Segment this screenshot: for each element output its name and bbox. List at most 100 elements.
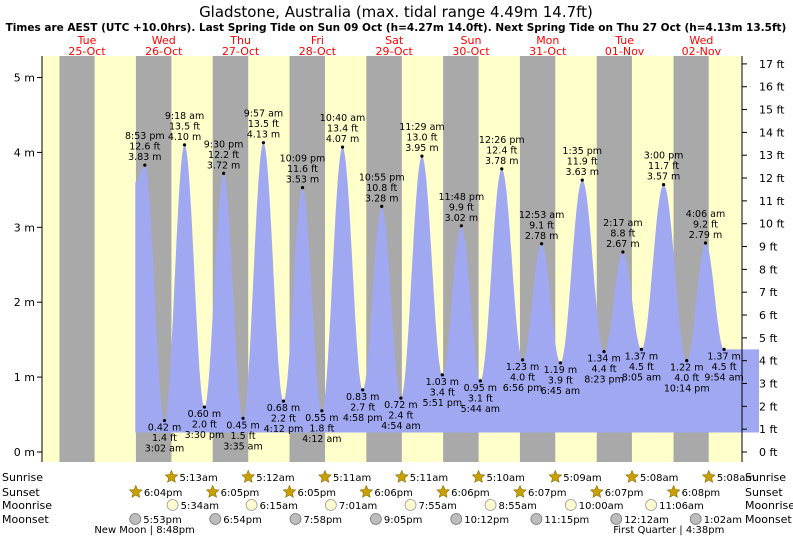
- low-tide-label: 3.4 ft: [430, 387, 455, 398]
- moonset-time-label: 9:05pm: [384, 515, 423, 526]
- low-tide-label: 2.2 ft: [271, 414, 296, 425]
- high-tide-label: 13.5 ft: [248, 119, 279, 130]
- y-tick-label-ft: 11 ft: [759, 195, 785, 208]
- day-name-label: Fri: [311, 34, 324, 47]
- high-tide-label: 12:53 am: [519, 210, 564, 221]
- sun-icon: [513, 484, 527, 498]
- chart-title: Gladstone, Australia (max. tidal range 4…: [199, 3, 593, 21]
- sunset-time-label: 6:08pm: [682, 488, 721, 499]
- day-date-label: 27-Oct: [222, 45, 260, 58]
- sun-icon: [241, 469, 256, 483]
- moonrise-icon: [324, 499, 337, 511]
- low-tide-label: 1.5 ft: [231, 431, 256, 442]
- y-tick-label-ft: 3 ft: [759, 378, 778, 391]
- moonrise-time-label: 5:34am: [181, 501, 219, 512]
- low-tide-label: 1.22 m: [670, 363, 703, 374]
- tide-point: [361, 388, 365, 392]
- y-tick-label-ft: 16 ft: [759, 81, 785, 94]
- high-tide-label: 2:17 am: [603, 218, 642, 229]
- high-tide-label: 1:35 pm: [562, 146, 602, 157]
- day-date-label: 28-Oct: [299, 45, 337, 58]
- sunset-time-label: 6:04pm: [144, 488, 183, 499]
- sunrise-time-label: 5:11am: [410, 473, 448, 484]
- low-tide-label: 0.68 m: [267, 403, 300, 414]
- moon-phase-label: New Moon | 8:48pm: [94, 525, 194, 536]
- high-tide-label: 12.2 ft: [208, 150, 239, 161]
- sun-icon: [666, 484, 681, 498]
- moonrise-icon: [564, 499, 577, 511]
- tide-point: [580, 178, 584, 182]
- low-tide-label: 3.1 ft: [468, 393, 493, 404]
- low-tide-label: 10:14 pm: [664, 384, 710, 395]
- low-tide-label: 3.9 ft: [548, 375, 573, 386]
- high-tide-label: 3.78 m: [485, 156, 518, 167]
- high-tide-label: 3.72 m: [207, 160, 240, 171]
- day-date-label: 26-Oct: [145, 45, 183, 58]
- y-tick-label-m: 1 m: [14, 371, 35, 384]
- high-tide-label: 11:48 pm: [439, 192, 485, 203]
- sun-icon: [394, 469, 409, 483]
- high-tide-label: 2.79 m: [689, 230, 722, 241]
- low-tide-label: 4.5 ft: [712, 362, 737, 373]
- low-tide-label: 0.55 m: [305, 413, 338, 424]
- astronomy-rows: Sunrise Sunrise 5:13am 5:12am 5:11am 5:11am 5:…: [2, 469, 793, 536]
- tide-point: [281, 399, 286, 403]
- y-tick-label-m: 0 m: [14, 446, 35, 459]
- moonset-icon: [209, 513, 222, 525]
- day-name-label: Tue: [614, 34, 634, 47]
- y-tick-label-ft: 0 ft: [759, 446, 778, 459]
- high-tide-label: 2.78 m: [525, 231, 558, 242]
- high-tide-label: 3.28 m: [365, 193, 398, 204]
- high-tide-label: 11.9 ft: [567, 157, 598, 168]
- moonset-time-label: 5:53pm: [143, 515, 182, 526]
- moonrise-time-label: 11:06am: [659, 501, 704, 512]
- moonrise-row-label-right: Moonrise: [745, 499, 793, 512]
- low-tide-label: 1.19 m: [544, 365, 577, 376]
- y-tick-label-ft: 2 ft: [759, 400, 778, 413]
- day-labels: Tue25-OctWed26-OctThu27-OctFri28-OctSat2…: [68, 34, 721, 58]
- low-tide-label: 0.72 m: [384, 400, 417, 411]
- day-date-label: 31-Oct: [529, 45, 567, 58]
- moonrise-time-label: 7:55am: [419, 501, 457, 512]
- moonset-row-label-right: Moonset: [745, 513, 792, 526]
- tide-point: [182, 143, 187, 147]
- tide-area-path: [135, 142, 760, 433]
- high-tide-label: 10:40 am: [320, 113, 365, 124]
- low-tide-label: 2.4 ft: [388, 411, 413, 422]
- tide-point: [300, 186, 305, 190]
- day-name-label: Sat: [385, 34, 404, 47]
- day-date-label: 30-Oct: [452, 45, 490, 58]
- low-tide-label: 3:02 am: [145, 444, 184, 455]
- low-tide-label: 3:30 pm: [185, 430, 225, 441]
- tide-point: [222, 171, 226, 175]
- tide-point: [703, 241, 708, 245]
- high-tide-label: 10:09 pm: [280, 154, 326, 165]
- low-tide-label: 0.42 m: [148, 423, 181, 434]
- tide-point: [639, 347, 644, 351]
- tide-point: [440, 373, 444, 377]
- moonset-time-label: 1:02am: [704, 515, 742, 526]
- low-tide-label: 1.23 m: [506, 362, 539, 373]
- tide-area: [135, 142, 760, 433]
- day-name-label: Thu: [229, 34, 251, 47]
- sunrise-time-label: 5:12am: [256, 473, 294, 484]
- y-tick-label-ft: 1 ft: [759, 423, 778, 436]
- sun-icon: [359, 484, 374, 498]
- y-tick-label-ft: 13 ft: [759, 149, 785, 162]
- high-tide-label: 13.4 ft: [327, 124, 358, 135]
- day-date-label: 25-Oct: [68, 45, 106, 58]
- sun-icon: [164, 469, 179, 483]
- tide-point: [662, 183, 666, 187]
- moonset-icon: [289, 513, 302, 525]
- high-tide-label: 9.1 ft: [529, 220, 554, 231]
- low-tide-label: 6:45 am: [541, 386, 580, 397]
- tide-point: [602, 350, 606, 354]
- tide-point: [320, 409, 324, 413]
- tide-point: [500, 167, 504, 171]
- sunrise-time-label: 5:09am: [563, 473, 601, 484]
- sun-icon: [589, 484, 604, 498]
- moonset-time-label: 12:12am: [624, 515, 669, 526]
- low-tide-label: 2.7 ft: [350, 402, 375, 413]
- low-tide-label: 0.60 m: [188, 409, 221, 420]
